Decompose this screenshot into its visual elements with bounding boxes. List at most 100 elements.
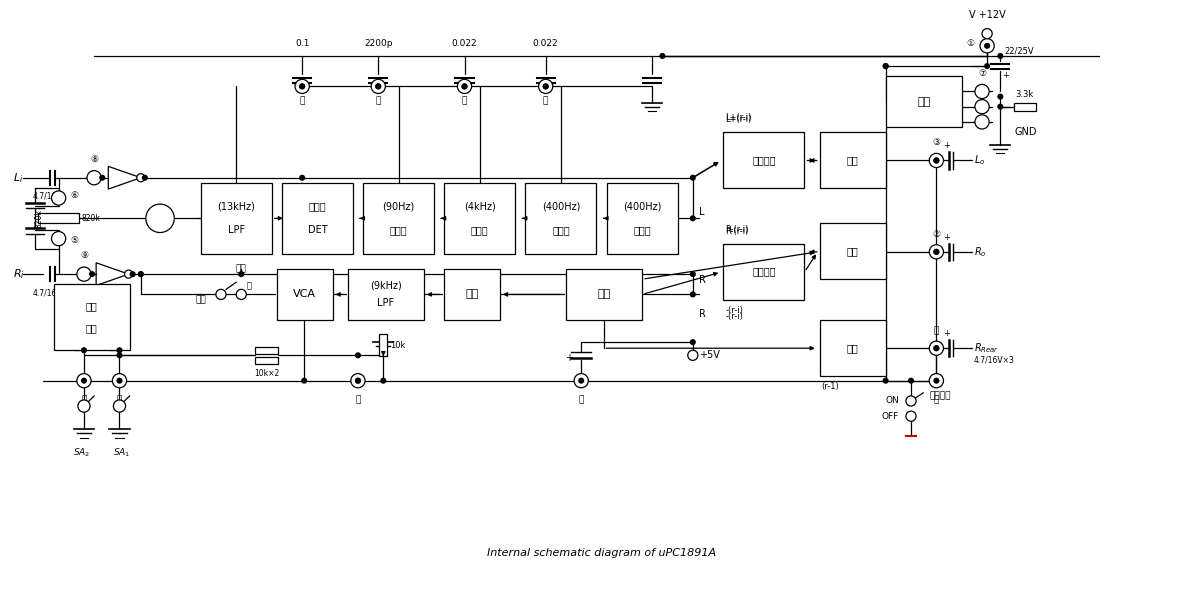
- Circle shape: [137, 174, 144, 181]
- Text: L+(r-i): L+(r-i): [725, 113, 752, 122]
- Text: $SA_2$: $SA_2$: [73, 447, 90, 459]
- Circle shape: [146, 204, 174, 232]
- Bar: [444, 183, 515, 254]
- Circle shape: [539, 79, 553, 93]
- Circle shape: [375, 83, 381, 89]
- Bar: [444, 269, 500, 320]
- Circle shape: [980, 39, 994, 53]
- Circle shape: [457, 79, 472, 93]
- Circle shape: [997, 53, 1003, 59]
- Text: +: +: [943, 232, 950, 241]
- Text: $R_{Rear}$: $R_{Rear}$: [974, 341, 998, 355]
- Circle shape: [81, 347, 87, 353]
- Circle shape: [372, 79, 385, 93]
- Circle shape: [117, 352, 123, 358]
- Circle shape: [934, 249, 940, 255]
- Text: (r-1): (r-1): [822, 382, 840, 391]
- Text: ⑨: ⑨: [79, 251, 88, 260]
- Text: ⑪: ⑪: [82, 395, 87, 404]
- Circle shape: [934, 377, 940, 384]
- Circle shape: [689, 339, 695, 345]
- Bar: [255, 357, 278, 364]
- Text: 混合放大: 混合放大: [752, 155, 776, 165]
- Text: 10k: 10k: [391, 341, 405, 350]
- Text: (13kHz): (13kHz): [218, 201, 255, 211]
- Circle shape: [87, 171, 101, 185]
- Text: 10k×2: 10k×2: [254, 368, 279, 377]
- Bar: [379, 334, 387, 356]
- Text: 移相４: 移相４: [633, 225, 651, 235]
- Circle shape: [934, 249, 940, 255]
- Circle shape: [929, 245, 943, 259]
- Text: $SA_1$: $SA_1$: [113, 447, 130, 459]
- Text: 820k: 820k: [82, 214, 101, 223]
- Text: 混合放大: 混合放大: [752, 267, 776, 277]
- Text: 静音开关: 静音开关: [929, 391, 950, 400]
- Bar: [53, 285, 130, 350]
- Circle shape: [81, 377, 87, 384]
- Text: 电影: 电影: [236, 265, 247, 274]
- Circle shape: [689, 175, 695, 181]
- Bar: [363, 183, 434, 254]
- Text: LPF: LPF: [227, 225, 244, 235]
- Text: ③: ③: [932, 138, 941, 147]
- Circle shape: [997, 93, 1003, 99]
- Circle shape: [974, 84, 989, 99]
- Text: $R_o$: $R_o$: [974, 245, 986, 259]
- Text: -(r-i): -(r-i): [725, 311, 743, 320]
- Circle shape: [89, 271, 95, 277]
- Circle shape: [929, 153, 943, 168]
- Text: 稳压: 稳压: [917, 96, 930, 107]
- Circle shape: [117, 377, 123, 384]
- Circle shape: [982, 29, 992, 39]
- Circle shape: [355, 352, 361, 358]
- Bar: [282, 183, 352, 254]
- Circle shape: [689, 291, 695, 298]
- Text: ⑮: ⑮: [375, 96, 381, 105]
- Circle shape: [117, 347, 123, 353]
- Text: ⑫: ⑫: [117, 395, 123, 404]
- Text: 静音: 静音: [847, 343, 859, 353]
- Text: -(r-i): -(r-i): [725, 305, 743, 314]
- Text: (9kHz): (9kHz): [371, 281, 402, 291]
- Text: 3.3k: 3.3k: [1015, 90, 1033, 99]
- Bar: [606, 183, 677, 254]
- Text: R-(r-i): R-(r-i): [725, 226, 748, 235]
- Text: ⑭: ⑭: [300, 96, 304, 105]
- Circle shape: [906, 396, 915, 406]
- Text: 移相１: 移相１: [390, 225, 408, 235]
- Text: 移相３: 移相３: [552, 225, 570, 235]
- Text: LPF: LPF: [378, 298, 395, 308]
- Text: VCA: VCA: [294, 289, 316, 300]
- Circle shape: [543, 83, 549, 89]
- Text: ②: ②: [932, 229, 941, 238]
- Circle shape: [462, 83, 468, 89]
- Text: 4.7/16V: 4.7/16V: [32, 288, 63, 297]
- Circle shape: [574, 374, 588, 388]
- Text: +: +: [943, 329, 950, 338]
- Circle shape: [236, 289, 247, 300]
- Text: $L_i$: $L_i$: [13, 171, 23, 184]
- Circle shape: [351, 374, 365, 388]
- Circle shape: [113, 400, 125, 412]
- Circle shape: [688, 350, 698, 361]
- Circle shape: [906, 411, 915, 421]
- Circle shape: [78, 400, 90, 412]
- Circle shape: [984, 43, 990, 49]
- Bar: [885, 76, 961, 127]
- Text: L: L: [699, 207, 705, 217]
- Circle shape: [138, 271, 144, 277]
- Text: ⑧: ⑧: [90, 155, 99, 164]
- Text: ⑩: ⑩: [978, 99, 986, 109]
- Circle shape: [130, 271, 136, 277]
- Circle shape: [301, 377, 307, 384]
- Text: +5V: +5V: [699, 350, 719, 361]
- Text: ①: ①: [967, 40, 974, 49]
- Text: L+(r-i): L+(r-i): [725, 115, 752, 124]
- Text: 环绕声: 环绕声: [308, 201, 326, 211]
- Circle shape: [300, 83, 306, 89]
- Text: ⑤: ⑤: [71, 236, 79, 245]
- Text: 2200p: 2200p: [365, 39, 392, 48]
- Text: 22/25V: 22/25V: [1005, 46, 1035, 55]
- Circle shape: [52, 231, 66, 246]
